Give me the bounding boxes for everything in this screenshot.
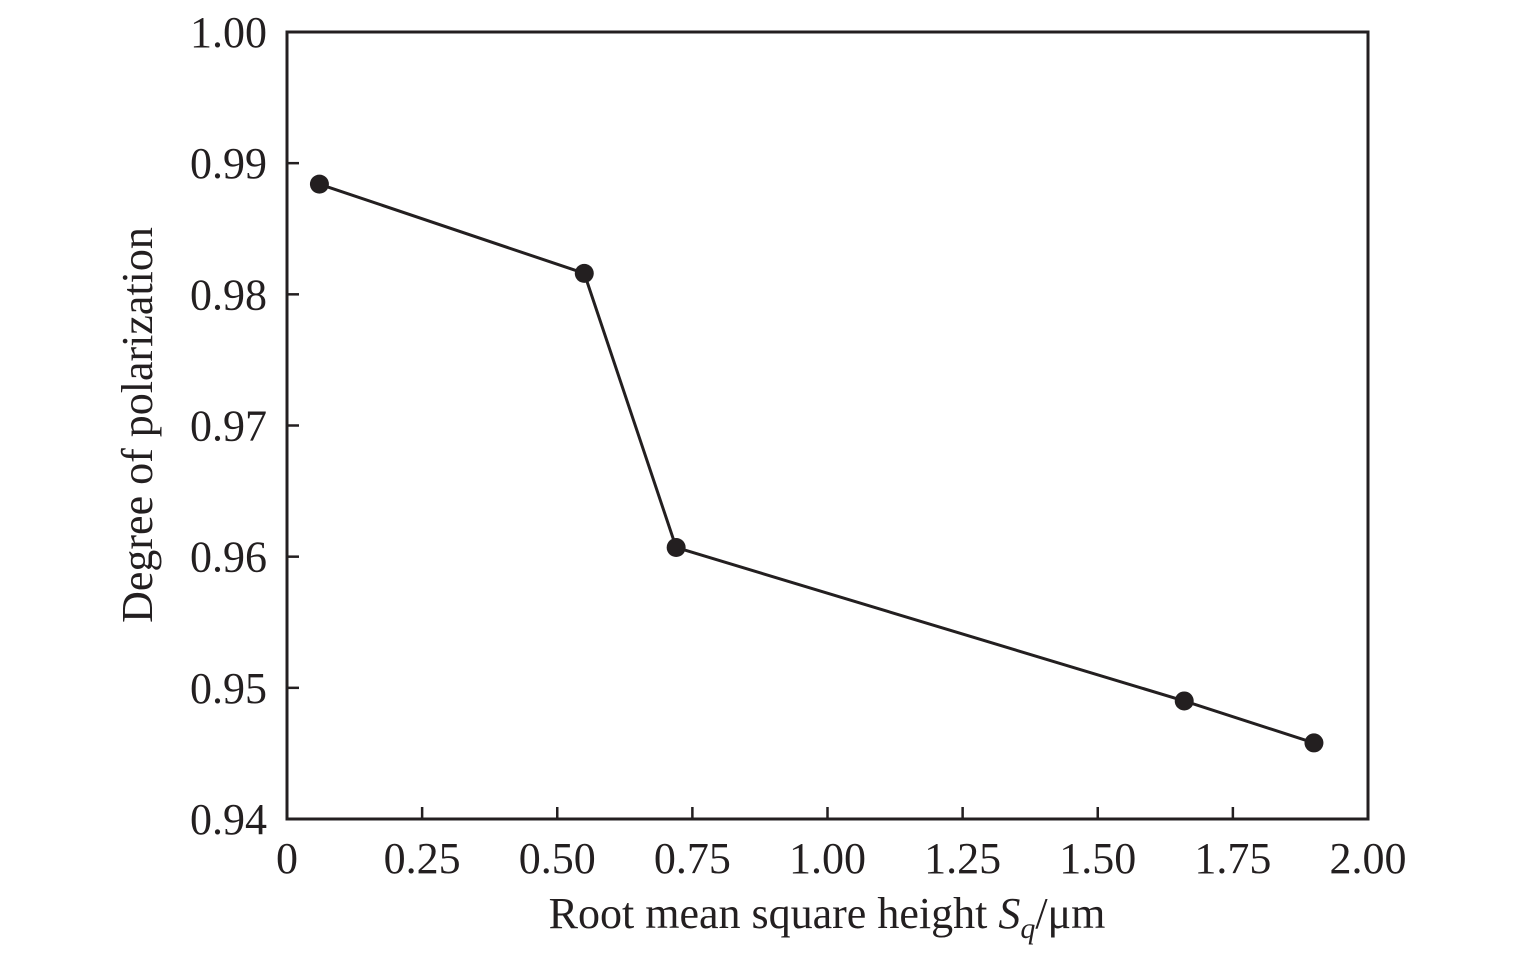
y-tick-label: 0.98 xyxy=(190,270,267,319)
x-tick-label: 1.25 xyxy=(924,834,1001,883)
x-tick-label: 0 xyxy=(276,834,298,883)
x-tick-label: 1.50 xyxy=(1059,834,1136,883)
y-axis-ticks: 0.94 0.95 0.96 0.97 0.98 0.99 1.00 xyxy=(190,8,299,844)
y-axis-title: Degree of polarization xyxy=(113,227,162,623)
x-axis-ticks: 0 0.25 0.50 0.75 1.00 1.25 1.50 1.75 2.00 xyxy=(276,807,1407,883)
y-tick-label: 0.94 xyxy=(190,795,267,844)
x-tick-label: 1.00 xyxy=(789,834,866,883)
y-tick-label: 0.97 xyxy=(190,402,267,451)
data-point xyxy=(574,263,594,283)
data-point xyxy=(309,174,329,194)
y-tick-label: 0.95 xyxy=(190,664,267,713)
x-axis-title: Root mean square height Sq/μm xyxy=(549,889,1106,945)
data-point xyxy=(1304,733,1324,753)
series-layer xyxy=(309,174,1324,753)
x-tick-label: 0.25 xyxy=(384,834,461,883)
x-tick-label: 0.75 xyxy=(654,834,731,883)
y-tick-label: 0.96 xyxy=(190,533,267,582)
series-line xyxy=(318,182,1315,745)
data-point xyxy=(666,537,686,557)
data-point xyxy=(1174,691,1194,711)
plot-frame xyxy=(285,30,1370,821)
y-tick-label: 0.99 xyxy=(190,139,267,188)
x-tick-label: 0.50 xyxy=(519,834,596,883)
y-tick-label: 1.00 xyxy=(190,8,267,57)
x-tick-label: 2.00 xyxy=(1330,834,1407,883)
x-tick-label: 1.75 xyxy=(1194,834,1271,883)
